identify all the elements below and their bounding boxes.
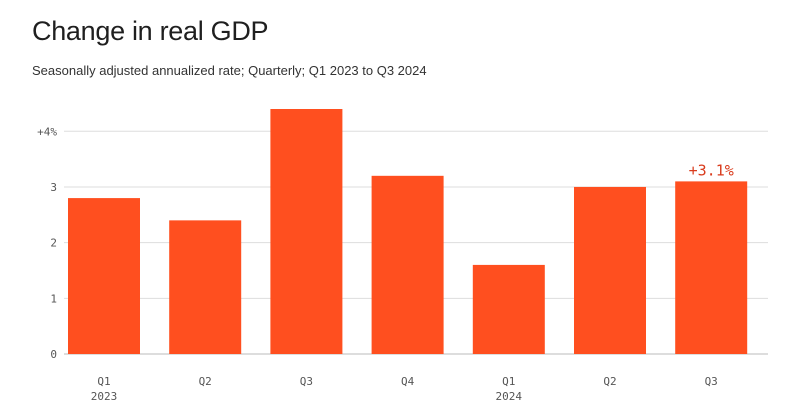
- x-tick-label: Q1: [97, 375, 110, 388]
- y-tick-label: 0: [50, 348, 57, 361]
- bar: [68, 198, 140, 354]
- x-tick-label: Q2: [199, 375, 212, 388]
- x-tick-label: Q3: [705, 375, 718, 388]
- x-year-label: 2023: [91, 390, 118, 403]
- x-tick-label: Q3: [300, 375, 313, 388]
- data-label: +3.1%: [689, 161, 734, 179]
- bar: [675, 181, 748, 354]
- y-tick-label: 3: [50, 181, 57, 194]
- x-year-label: 2024: [496, 390, 523, 403]
- bar: [270, 109, 343, 354]
- annotations: +3.1%: [689, 161, 734, 179]
- bar: [371, 175, 444, 354]
- x-axis-ticks: Q1 Q2 Q3 Q4 Q1 Q2 Q3 2023 2024: [91, 375, 718, 403]
- bars: [68, 109, 748, 354]
- chart-subtitle: Seasonally adjusted annualized rate; Qua…: [32, 63, 427, 78]
- x-tick-label: Q1: [502, 375, 515, 388]
- chart-title: Change in real GDP: [32, 16, 269, 46]
- y-axis-ticks: 0 1 2 3 +4%: [37, 125, 57, 361]
- x-tick-label: Q2: [603, 375, 616, 388]
- y-tick-label: +4%: [37, 125, 57, 138]
- bar: [574, 186, 646, 354]
- y-tick-label: 1: [50, 292, 57, 305]
- bar: [169, 220, 242, 354]
- y-tick-label: 2: [50, 237, 57, 250]
- x-tick-label: Q4: [401, 375, 415, 388]
- bar: [472, 264, 545, 354]
